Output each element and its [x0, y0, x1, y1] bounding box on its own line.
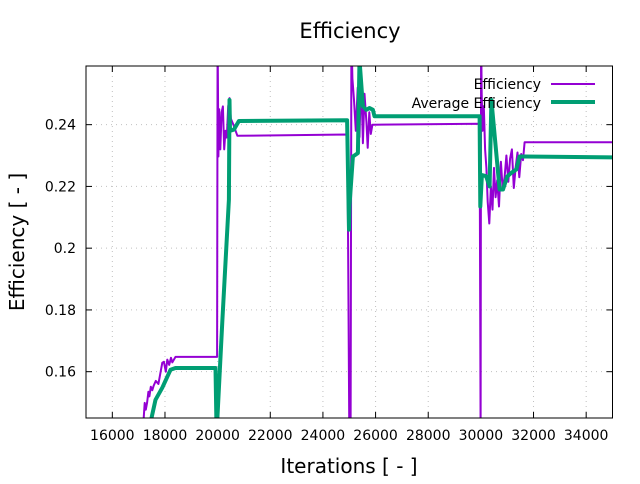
- y-tick-label: 0.22: [45, 179, 76, 195]
- x-axis-label: Iterations [ - ]: [280, 454, 417, 478]
- x-tick-label: 28000: [406, 428, 451, 444]
- x-tick-label: 26000: [353, 428, 398, 444]
- x-tick-label: 34000: [564, 428, 609, 444]
- y-tick-label: 0.24: [45, 118, 76, 134]
- x-tick-label: 22000: [248, 428, 293, 444]
- x-tick-label: 32000: [511, 428, 556, 444]
- y-tick-label: 0.16: [45, 365, 76, 381]
- y-tick-label: 0.18: [45, 303, 76, 319]
- series-line-efficiency: [142, 66, 613, 418]
- legend-label-average-efficiency: Average Efficiency: [412, 96, 541, 112]
- y-tick-label: 0.2: [54, 241, 76, 257]
- series-lines: [142, 66, 613, 418]
- ticks: 16000 18000 20000 22000 24000 26000 28000 30000…: [45, 66, 613, 444]
- chart-title: Efficiency: [299, 19, 400, 43]
- x-tick-label: 20000: [195, 428, 240, 444]
- y-axis-label: Efficiency [ - ]: [5, 173, 29, 311]
- x-tick-label: 16000: [90, 428, 135, 444]
- legend: Efficiency Average Efficiency: [412, 77, 595, 112]
- x-tick-label: 24000: [301, 428, 346, 444]
- x-tick-label: 30000: [459, 428, 504, 444]
- series-line-average-efficiency: [149, 66, 613, 418]
- legend-label-efficiency: Efficiency: [474, 77, 541, 93]
- plot-frame: [85, 65, 613, 419]
- x-tick-label: 18000: [143, 428, 188, 444]
